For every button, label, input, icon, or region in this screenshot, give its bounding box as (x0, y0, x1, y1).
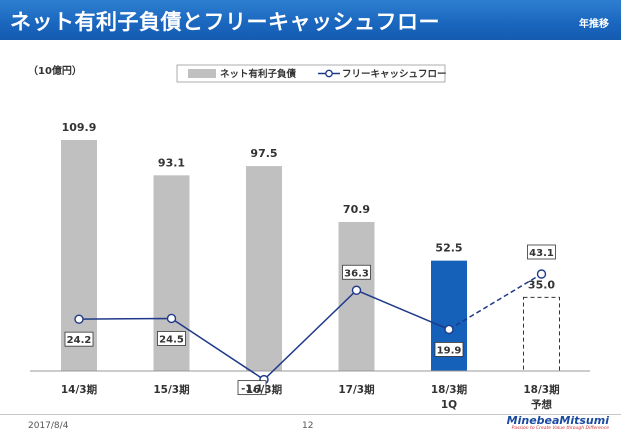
x-tick-sublabel-4: 1Q (441, 399, 457, 411)
x-tick-label-4: 18/3期 (431, 383, 467, 396)
bar-series: 109.993.197.570.952.535.0 (61, 121, 560, 371)
footer-date: 2017/8/4 (28, 421, 68, 431)
x-tick-label-5: 18/3期 (523, 383, 559, 396)
line-series: 24.2 24.5-1.136.319.943.1 (65, 245, 556, 395)
x-tick-sublabel-5: 予想 (531, 398, 552, 411)
legend: ネット有利子負債 フリーキャッシュフロー (177, 65, 447, 82)
legend-bar-label: ネット有利子負債 (220, 68, 297, 80)
page-number: 12 (302, 421, 313, 431)
fcf-label-1: 24.5 (159, 334, 184, 345)
unit-label: （10億円） (28, 64, 82, 77)
bar-2 (246, 166, 282, 371)
bar-label-1: 93.1 (158, 156, 185, 169)
header-bar: ネット有利子負債とフリーキャッシュフロー 年推移 (0, 0, 621, 40)
company-logo: MinebeaMitsumi Passion to Create Value t… (507, 414, 609, 431)
fcf-point-3 (353, 286, 361, 294)
bar-label-3: 70.9 (343, 203, 370, 216)
fcf-point-4 (445, 325, 453, 333)
bar-label-0: 109.9 (62, 121, 97, 134)
bar-label-2: 97.5 (250, 147, 277, 160)
legend-line-marker (326, 70, 332, 76)
fcf-label-5: 43.1 (529, 248, 554, 259)
legend-line-label: フリーキャッシュフロー (342, 69, 447, 80)
fcf-point-5 (538, 270, 546, 278)
logo-tagline: Passion to Create Value through Differen… (507, 426, 609, 431)
bar-label-4: 52.5 (435, 242, 462, 255)
x-tick-label-0: 14/3期 (61, 383, 97, 396)
fcf-label-3: 36.3 (344, 268, 369, 279)
fcf-point-1 (168, 314, 176, 322)
bar-5 (524, 297, 560, 371)
chart-area: （10億円） ネット有利子負債 フリーキャッシュフロー 109.9 93.1 97.… (0, 40, 621, 412)
x-tick-label-2: 16/3期 (246, 383, 282, 396)
fcf-point-0 (75, 315, 83, 323)
fcf-label-4: 19.9 (437, 345, 462, 356)
x-tick-label-3: 17/3期 (338, 383, 374, 396)
bar-3 (339, 222, 375, 371)
x-tick-label-1: 15/3期 (153, 383, 189, 396)
fcf-label-0: 24.2 (67, 335, 92, 346)
header-tag: 年推移 (579, 15, 609, 30)
page-title: ネット有利子負債とフリーキャッシュフロー (10, 6, 440, 36)
legend-bar-swatch (188, 69, 216, 78)
